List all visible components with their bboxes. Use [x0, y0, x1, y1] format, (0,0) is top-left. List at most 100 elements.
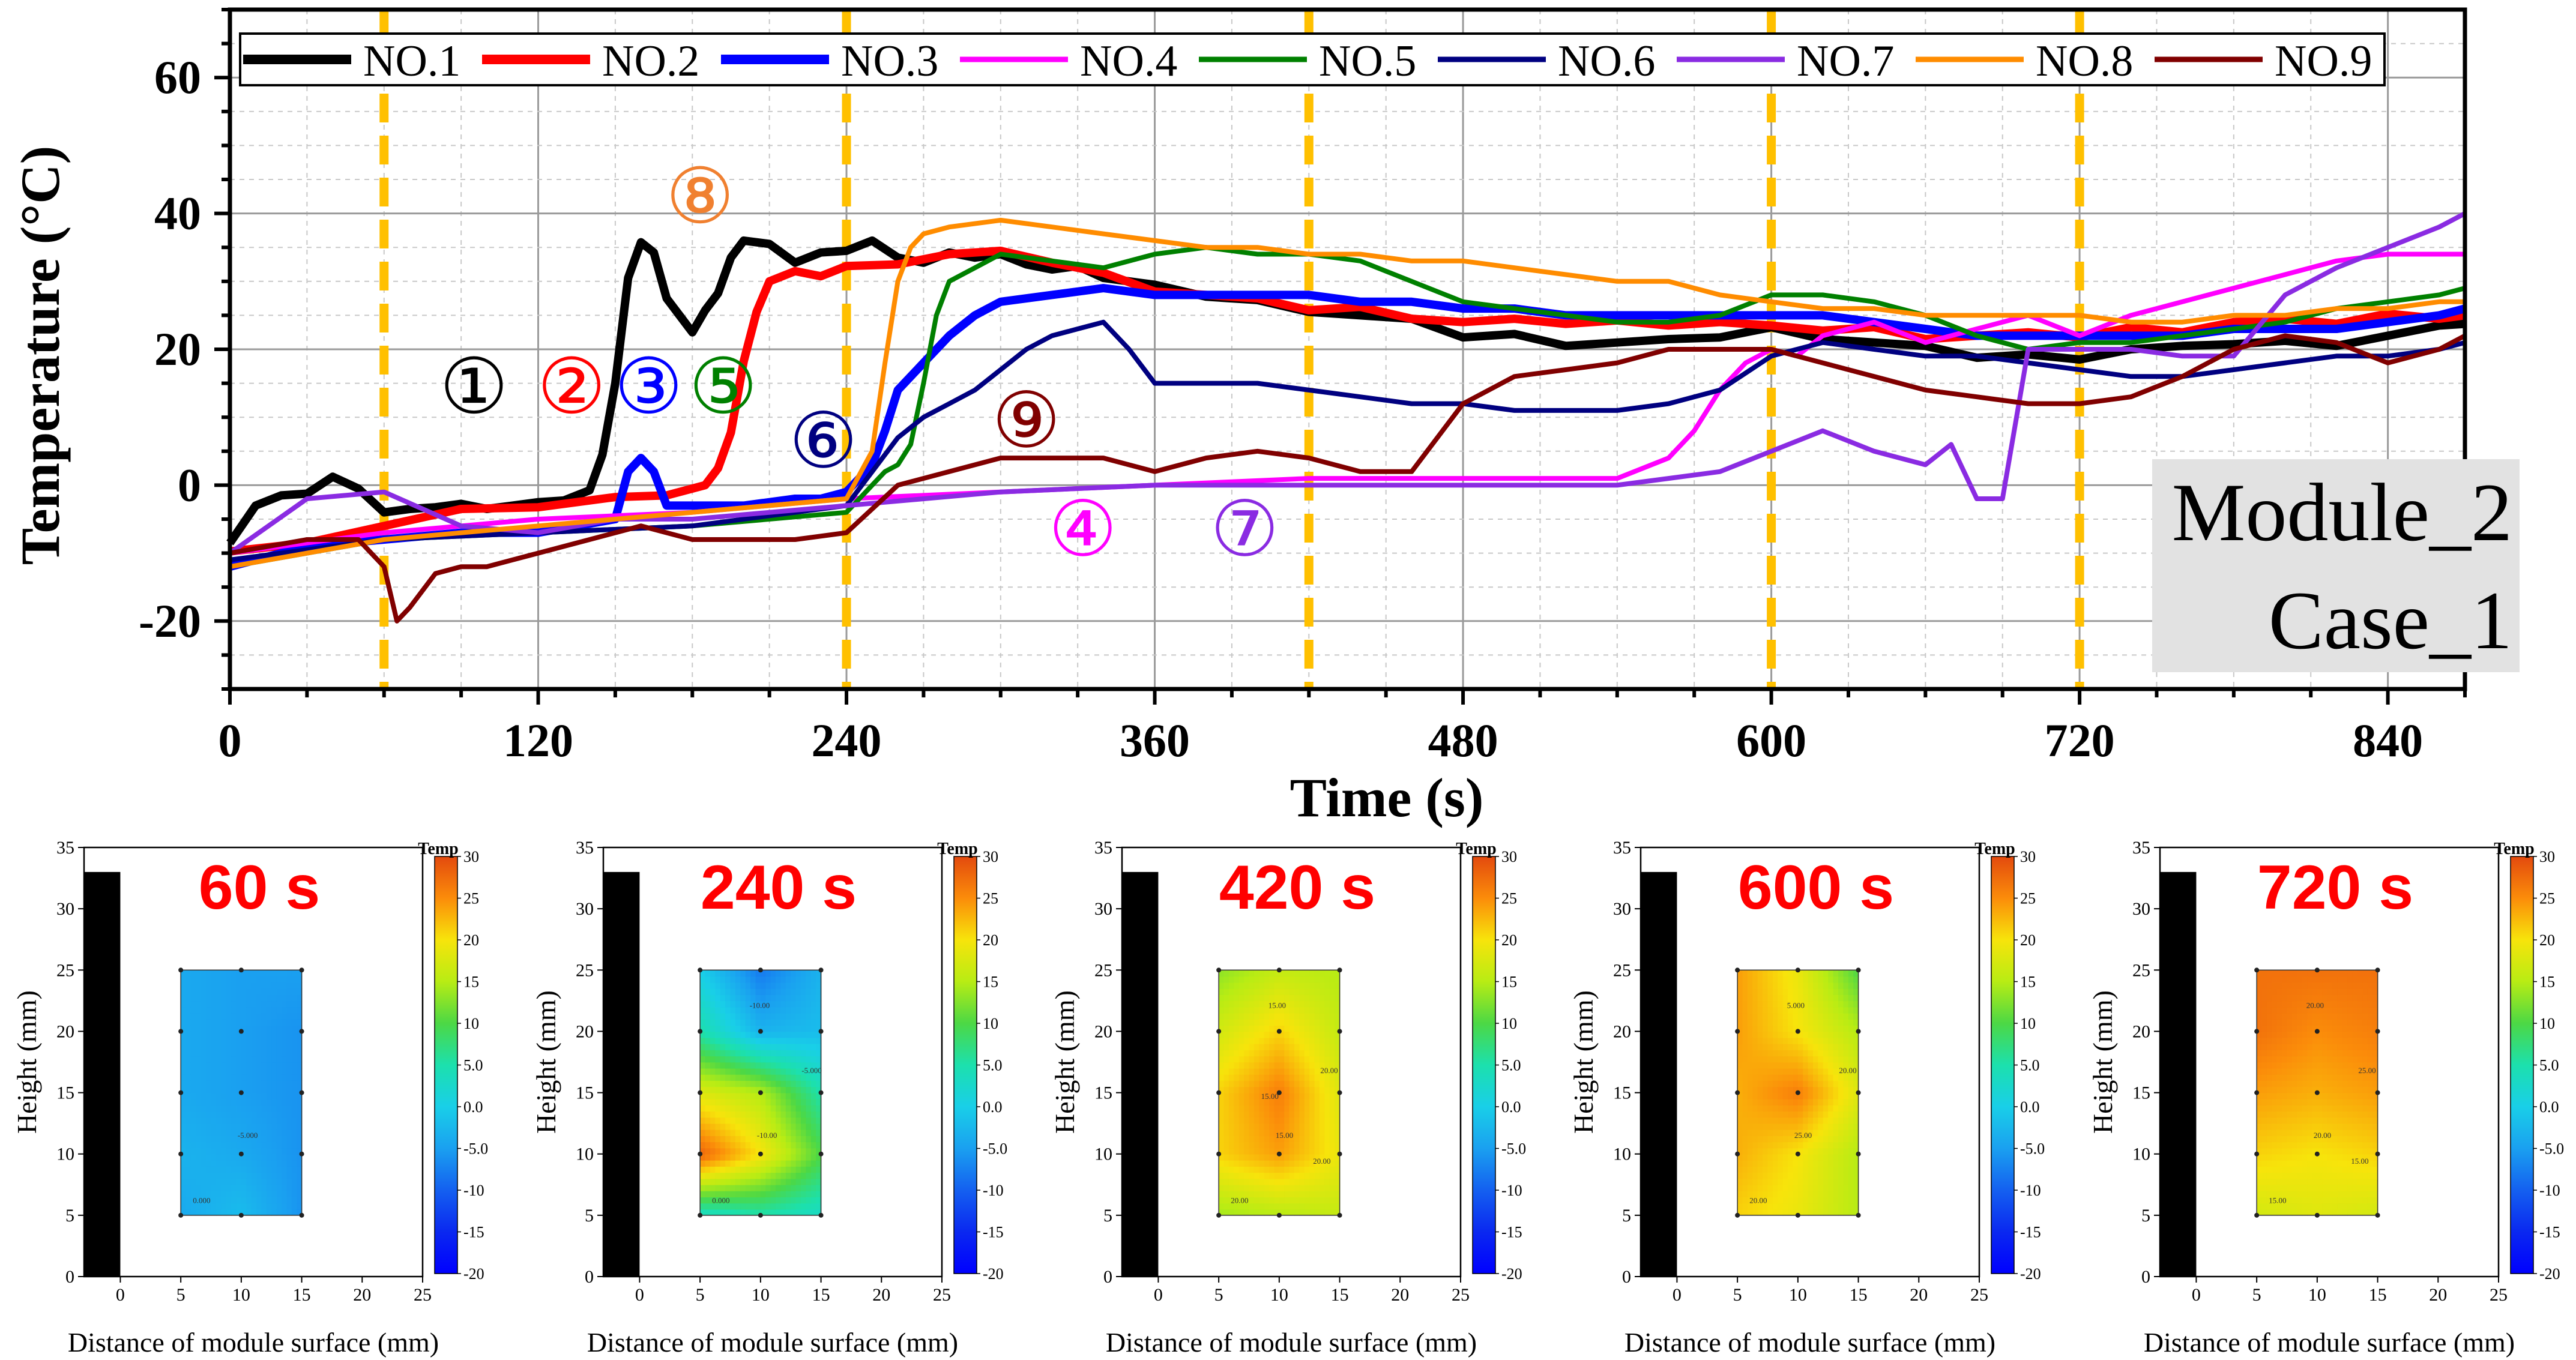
heatmap-cell — [2287, 1043, 2293, 1050]
heatmap-cell — [2257, 1160, 2263, 1167]
heatmap-cell — [256, 1136, 262, 1143]
heatmap-cell — [725, 1117, 731, 1124]
heatmap-cell — [1329, 1117, 1335, 1124]
heatmap-cell — [1793, 1184, 1799, 1191]
heatmap-cell — [190, 1006, 197, 1014]
heatmap-cell — [1737, 1043, 1743, 1050]
heatmap-cell — [705, 1142, 711, 1149]
heatmap-cell — [1742, 1129, 1748, 1136]
heatmap-cell — [1284, 1117, 1290, 1124]
heatmap-cell — [1838, 1123, 1844, 1130]
x-tick-label: 0 — [219, 714, 242, 766]
heatmap-cell — [1828, 988, 1834, 995]
heatmap-cell — [801, 1098, 807, 1106]
heatmap-cell — [206, 988, 212, 995]
heatmap-cell — [256, 1105, 262, 1112]
heatmap-cell — [1219, 1000, 1225, 1008]
heatmap-cell — [1228, 970, 1235, 977]
heatmap-cell — [1269, 1074, 1275, 1081]
heatmap-cell — [2327, 994, 2333, 1002]
heatmap-cell — [2317, 994, 2323, 1002]
heatmap-cell — [1848, 1050, 1854, 1057]
heatmap-cell — [1803, 1123, 1809, 1130]
contour-label: 20.00 — [1749, 1196, 1767, 1205]
heatmap-cell — [2332, 1056, 2338, 1063]
colorbar-tick-label: 0.0 — [463, 1098, 483, 1116]
heatmap-cell — [791, 970, 797, 977]
heatmap-cell — [251, 1025, 257, 1032]
heatmap-cell — [221, 1043, 227, 1050]
heatmap-cell — [1253, 1105, 1260, 1112]
heatmap-cell — [776, 982, 782, 989]
heatmap-cell — [196, 1019, 202, 1026]
heatmap-cell — [1309, 1031, 1315, 1038]
heatmap-cell — [810, 1037, 816, 1044]
heatmap-cell — [1238, 1142, 1244, 1149]
heatmap-cell — [1284, 982, 1290, 989]
heatmap-x-tick-label: 5 — [1214, 1285, 1223, 1305]
heatmap-x-tick-label: 15 — [1331, 1285, 1349, 1305]
heatmap-cell — [1279, 1184, 1285, 1191]
heatmap-cell — [1253, 1037, 1260, 1044]
heatmap-cell — [776, 1056, 782, 1063]
heatmap-cell — [206, 1203, 212, 1210]
heatmap-cell — [1782, 1043, 1788, 1050]
heatmap-cell — [1767, 1000, 1773, 1008]
heatmap-cell — [1818, 988, 1824, 995]
heatmap-cell — [1803, 1117, 1809, 1124]
heatmap-cell — [770, 988, 776, 995]
heatmap-cell — [1320, 1006, 1326, 1014]
heatmap-cell — [246, 1111, 252, 1118]
heatmap-cell — [2332, 1025, 2338, 1032]
heatmap-cell — [1757, 994, 1763, 1002]
heatmap-cell — [1249, 1148, 1255, 1155]
heatmap-cell — [1797, 1000, 1804, 1008]
heatmap-cell — [271, 1062, 277, 1069]
heatmap-cell — [231, 1092, 237, 1100]
heatmap-cell — [1269, 1068, 1275, 1075]
heatmap-cell — [2257, 1203, 2263, 1210]
heatmap-cell — [2322, 1142, 2328, 1149]
heatmap-cell — [806, 1184, 812, 1191]
heatmap-cell — [266, 1000, 272, 1008]
heatmap-cell — [791, 1062, 797, 1069]
heatmap-cell — [1294, 982, 1300, 989]
heatmap-cell — [1284, 1062, 1290, 1069]
heatmap-cell — [2266, 1019, 2273, 1026]
heatmap-cell — [251, 1166, 257, 1173]
heatmap-cell — [1253, 1068, 1260, 1075]
heatmap-cell — [2261, 1105, 2267, 1112]
heatmap-cell — [2291, 1166, 2298, 1173]
heatmap-cell — [2297, 1148, 2303, 1155]
heatmap-cell — [1838, 1012, 1844, 1020]
heatmap-cell — [236, 1142, 242, 1149]
heatmap-cell — [221, 1142, 227, 1149]
heatmap-cell — [765, 1129, 771, 1136]
heatmap-cell — [196, 1166, 202, 1173]
sensor-point — [1735, 1029, 1740, 1034]
heatmap-cell — [1264, 1136, 1270, 1143]
heatmap-cell — [2297, 1031, 2303, 1038]
heatmap-cell — [1742, 970, 1748, 977]
heatmap-cell — [1274, 1142, 1280, 1149]
heatmap-cell — [770, 1117, 776, 1124]
heatmap-cell — [1269, 1166, 1275, 1173]
heatmap-cell — [1324, 1074, 1330, 1081]
heatmap-cell — [241, 1086, 247, 1094]
heatmap-cell — [1244, 1160, 1250, 1167]
heatmap-cell — [1742, 1019, 1748, 1026]
colorbar-tick-label: -10 — [1501, 1182, 1522, 1199]
heatmap-cell — [1797, 1178, 1804, 1185]
heatmap-cell — [1259, 1136, 1265, 1143]
heatmap-cell — [1737, 1012, 1743, 1020]
heatmap-cell — [1818, 1191, 1824, 1197]
heatmap-cell — [2297, 1062, 2303, 1069]
heatmap-cell — [1828, 1166, 1834, 1173]
heatmap-cell — [1828, 1080, 1834, 1088]
heatmap-cell — [795, 982, 801, 989]
heatmap-cell — [1793, 1037, 1799, 1044]
heatmap-cell — [1335, 1136, 1341, 1143]
heatmap-cell — [2312, 1129, 2318, 1136]
heatmap-cell — [1320, 1142, 1326, 1149]
heatmap-cell — [1757, 1184, 1763, 1191]
